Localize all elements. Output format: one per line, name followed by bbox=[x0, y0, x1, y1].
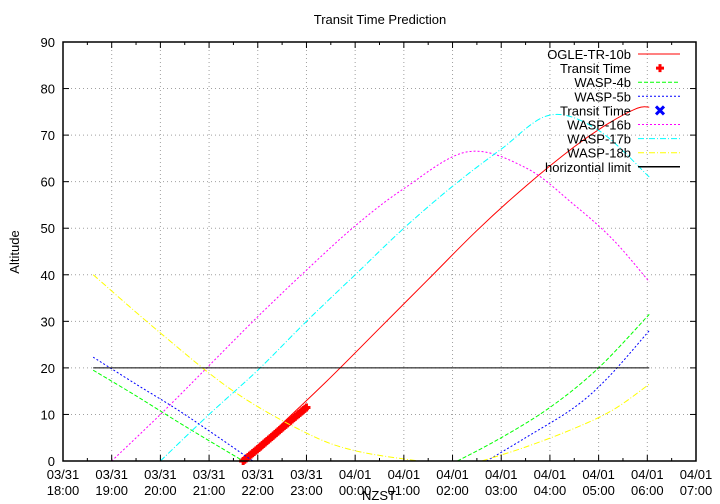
legend-label: WASP-16b bbox=[567, 118, 631, 133]
y-tick-label: 90 bbox=[41, 35, 55, 50]
x-tick-label-date: 04/01 bbox=[631, 467, 664, 482]
x-tick-label-time: 21:00 bbox=[193, 483, 226, 498]
series-line-wasp-16b bbox=[111, 150, 650, 462]
x-tick-label-date: 03/31 bbox=[241, 467, 274, 482]
legend-label: WASP-18b bbox=[567, 146, 631, 161]
x-tick-label-time: 04:00 bbox=[534, 483, 567, 498]
x-tick-label-time: 02:00 bbox=[436, 483, 469, 498]
x-tick-label-time: 00:00 bbox=[339, 483, 372, 498]
transit-marker bbox=[302, 403, 311, 412]
plus-marker-icon bbox=[656, 64, 664, 73]
legend-label: WASP-17b bbox=[567, 132, 631, 147]
x-tick-label-date: 04/01 bbox=[339, 467, 372, 482]
x-tick-label-date: 04/01 bbox=[388, 467, 421, 482]
legend-label: WASP-4b bbox=[574, 75, 631, 90]
series-line-wasp-5b bbox=[92, 356, 254, 462]
x-marker-icon bbox=[654, 105, 666, 116]
series-layer bbox=[92, 106, 650, 465]
axis-ticks bbox=[62, 41, 697, 462]
y-tick-label: 40 bbox=[41, 268, 55, 283]
y-tick-label: 20 bbox=[41, 361, 55, 376]
x-tick-label-date: 03/31 bbox=[193, 467, 226, 482]
legend-label: WASP-5b bbox=[574, 89, 631, 104]
x-tick-label-date: 04/01 bbox=[680, 467, 713, 482]
x-tick-label-time: 18:00 bbox=[47, 483, 80, 498]
series-line-wasp-5b bbox=[486, 330, 650, 462]
x-tick-label-time: 05:00 bbox=[582, 483, 615, 498]
x-tick-label-time: 01:00 bbox=[388, 483, 421, 498]
series-line-wasp-4b bbox=[457, 314, 650, 462]
x-tick-label-date: 04/01 bbox=[582, 467, 615, 482]
x-tick-label-date: 04/01 bbox=[436, 467, 469, 482]
x-axis-label: NZST bbox=[362, 488, 396, 503]
y-tick-label: 10 bbox=[41, 407, 55, 422]
y-tick-label: 50 bbox=[41, 221, 55, 236]
chart-title: Transit Time Prediction bbox=[314, 12, 446, 27]
legend-label: horizontial limit bbox=[545, 160, 631, 175]
y-tick-label: 70 bbox=[41, 128, 55, 143]
series-line-wasp-4b bbox=[92, 369, 244, 462]
y-tick-label: 80 bbox=[41, 82, 55, 97]
y-tick-label: 30 bbox=[41, 314, 55, 329]
x-axis-tick-labels: 03/3118:0003/3119:0003/3120:0003/3121:00… bbox=[47, 467, 713, 498]
x-tick-label-date: 03/31 bbox=[95, 467, 128, 482]
x-tick-label-time: 23:00 bbox=[290, 483, 323, 498]
series-line-wasp-18b bbox=[92, 274, 419, 462]
x-tick-label-date: 03/31 bbox=[290, 467, 323, 482]
y-tick-label: 60 bbox=[41, 175, 55, 190]
x-tick-label-time: 20:00 bbox=[144, 483, 177, 498]
legend-label: Transit Time bbox=[560, 61, 631, 76]
x-tick-label-time: 22:00 bbox=[241, 483, 274, 498]
x-tick-label-time: 07:00 bbox=[680, 483, 713, 498]
x-tick-label-date: 03/31 bbox=[47, 467, 80, 482]
x-tick-label-date: 04/01 bbox=[534, 467, 567, 482]
y-axis-tick-labels: 0 10 20 30 40 50 60 70 80 90 bbox=[41, 35, 55, 469]
x-tick-label-time: 06:00 bbox=[631, 483, 664, 498]
series-line-wasp-17b bbox=[160, 113, 650, 462]
legend-label: OGLE-TR-10b bbox=[547, 47, 631, 62]
series-line-ogle-tr-10b bbox=[242, 106, 650, 462]
x-tick-label-date: 03/31 bbox=[144, 467, 177, 482]
y-tick-label: 0 bbox=[48, 454, 55, 469]
legend-label: Transit Time bbox=[560, 103, 631, 118]
y-axis-label: Altitude bbox=[7, 230, 22, 273]
x-tick-label-time: 19:00 bbox=[95, 483, 128, 498]
x-tick-label-time: 03:00 bbox=[485, 483, 518, 498]
series-line-wasp-18b bbox=[481, 383, 650, 462]
x-tick-label-date: 04/01 bbox=[485, 467, 518, 482]
